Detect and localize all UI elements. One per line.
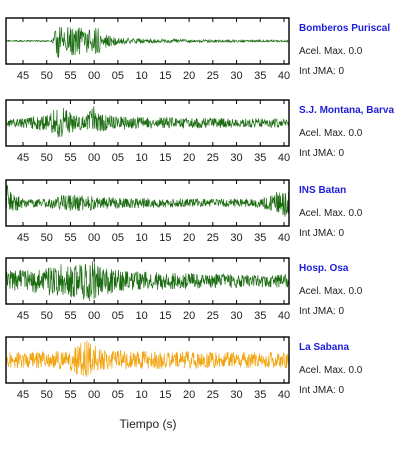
x-tick-label: 45 <box>17 70 29 82</box>
station-name: Bomberos Puriscal <box>299 23 390 34</box>
x-tick-label: 15 <box>159 152 171 164</box>
x-tick-label: 10 <box>136 70 148 82</box>
x-tick-label: 40 <box>278 310 290 322</box>
x-tick-label: 05 <box>112 152 124 164</box>
x-tick-label: 20 <box>183 310 195 322</box>
x-tick-label: 50 <box>41 70 53 82</box>
int-jma-label: Int JMA: 0 <box>299 228 344 239</box>
x-tick-label: 40 <box>278 232 290 244</box>
x-tick-label: 30 <box>230 70 242 82</box>
waveform-trace <box>5 340 290 377</box>
station-name: Hosp. Osa <box>299 263 349 274</box>
x-tick-label: 55 <box>64 152 76 164</box>
panel-ins-batan: 45 50 55 00 05 10 15 20 25 30 35 40 INS Batan Acel. M… <box>5 179 363 244</box>
int-jma-label: Int JMA: 0 <box>299 148 344 159</box>
x-tick-label: 35 <box>254 70 266 82</box>
waveform-trace <box>5 106 290 138</box>
panel-frame <box>5 99 290 147</box>
x-tick-label: 35 <box>254 232 266 244</box>
x-tick-label: 10 <box>136 310 148 322</box>
panel-la-sabana: 45 50 55 00 05 10 15 20 25 30 35 40 La Sabana Acel. M… <box>5 336 363 401</box>
x-tick-label: 50 <box>41 310 53 322</box>
int-jma-label: Int JMA: 0 <box>299 385 344 396</box>
x-axis-title: Tiempo (s) <box>120 417 177 431</box>
x-tick-label: 30 <box>230 310 242 322</box>
x-tick-label: 35 <box>254 310 266 322</box>
x-tick-label: 15 <box>159 310 171 322</box>
x-tick-label: 30 <box>230 232 242 244</box>
x-tick-label: 20 <box>183 389 195 401</box>
x-tick-label: 05 <box>112 70 124 82</box>
x-tick-label: 10 <box>136 389 148 401</box>
x-tick-label: 55 <box>64 70 76 82</box>
x-tick-label: 15 <box>159 389 171 401</box>
x-tick-label: 45 <box>17 152 29 164</box>
x-tick-label: 05 <box>112 310 124 322</box>
acel-max-label: Acel. Max. 0.0 <box>299 208 363 219</box>
acel-max-label: Acel. Max. 0.0 <box>299 365 363 376</box>
x-tick-label: 55 <box>64 310 76 322</box>
x-tick-label: 30 <box>230 389 242 401</box>
acel-max-label: Acel. Max. 0.0 <box>299 128 363 139</box>
panel-frame <box>5 257 290 305</box>
panel-bomberos-puriscal: 45 50 55 00 05 10 15 20 25 30 35 40 Bomberos Purisca… <box>5 17 390 82</box>
x-tick-label: 00 <box>88 232 100 244</box>
x-tick-label: 15 <box>159 70 171 82</box>
station-name: S.J. Montana, Barva <box>299 105 394 116</box>
waveform-trace <box>5 261 290 301</box>
x-tick-label: 25 <box>207 310 219 322</box>
x-tick-label: 45 <box>17 232 29 244</box>
x-tick-label: 55 <box>64 389 76 401</box>
acel-max-label: Acel. Max. 0.0 <box>299 286 363 297</box>
x-tick-label: 25 <box>207 70 219 82</box>
x-tick-label: 25 <box>207 232 219 244</box>
x-tick-label: 15 <box>159 232 171 244</box>
acel-max-label: Acel. Max. 0.0 <box>299 46 363 57</box>
x-tick-label: 45 <box>17 389 29 401</box>
panel-frame <box>5 179 290 227</box>
panel-s-j-montana-barva: 45 50 55 00 05 10 15 20 25 30 35 40 S.J. Montana, Ba… <box>5 99 394 164</box>
panel-frame <box>5 17 290 65</box>
panels-group: 45 50 55 00 05 10 15 20 25 30 35 40 Bomberos Purisca… <box>5 17 394 401</box>
panel-frame <box>5 336 290 384</box>
x-tick-label: 20 <box>183 232 195 244</box>
station-name: La Sabana <box>299 342 349 353</box>
x-tick-label: 25 <box>207 152 219 164</box>
x-tick-label: 00 <box>88 70 100 82</box>
x-tick-label: 55 <box>64 232 76 244</box>
x-tick-label: 20 <box>183 152 195 164</box>
waveform-trace <box>5 184 290 217</box>
waveform-trace <box>5 26 290 58</box>
x-tick-label: 25 <box>207 389 219 401</box>
x-tick-label: 05 <box>112 232 124 244</box>
x-tick-label: 50 <box>41 389 53 401</box>
x-tick-label: 00 <box>88 152 100 164</box>
panel-hosp-osa: 45 50 55 00 05 10 15 20 25 30 35 40 Hosp. Osa Acel. M… <box>5 257 363 322</box>
x-tick-label: 20 <box>183 70 195 82</box>
int-jma-label: Int JMA: 0 <box>299 306 344 317</box>
x-tick-label: 40 <box>278 152 290 164</box>
x-tick-label: 50 <box>41 152 53 164</box>
x-tick-label: 10 <box>136 232 148 244</box>
x-tick-label: 10 <box>136 152 148 164</box>
x-tick-label: 00 <box>88 310 100 322</box>
x-tick-label: 40 <box>278 70 290 82</box>
int-jma-label: Int JMA: 0 <box>299 66 344 77</box>
station-name: INS Batan <box>299 185 346 196</box>
x-tick-label: 50 <box>41 232 53 244</box>
x-tick-label: 30 <box>230 152 242 164</box>
x-tick-label: 45 <box>17 310 29 322</box>
x-tick-label: 00 <box>88 389 100 401</box>
x-tick-label: 35 <box>254 389 266 401</box>
x-tick-label: 05 <box>112 389 124 401</box>
x-tick-label: 35 <box>254 152 266 164</box>
x-tick-label: 40 <box>278 389 290 401</box>
